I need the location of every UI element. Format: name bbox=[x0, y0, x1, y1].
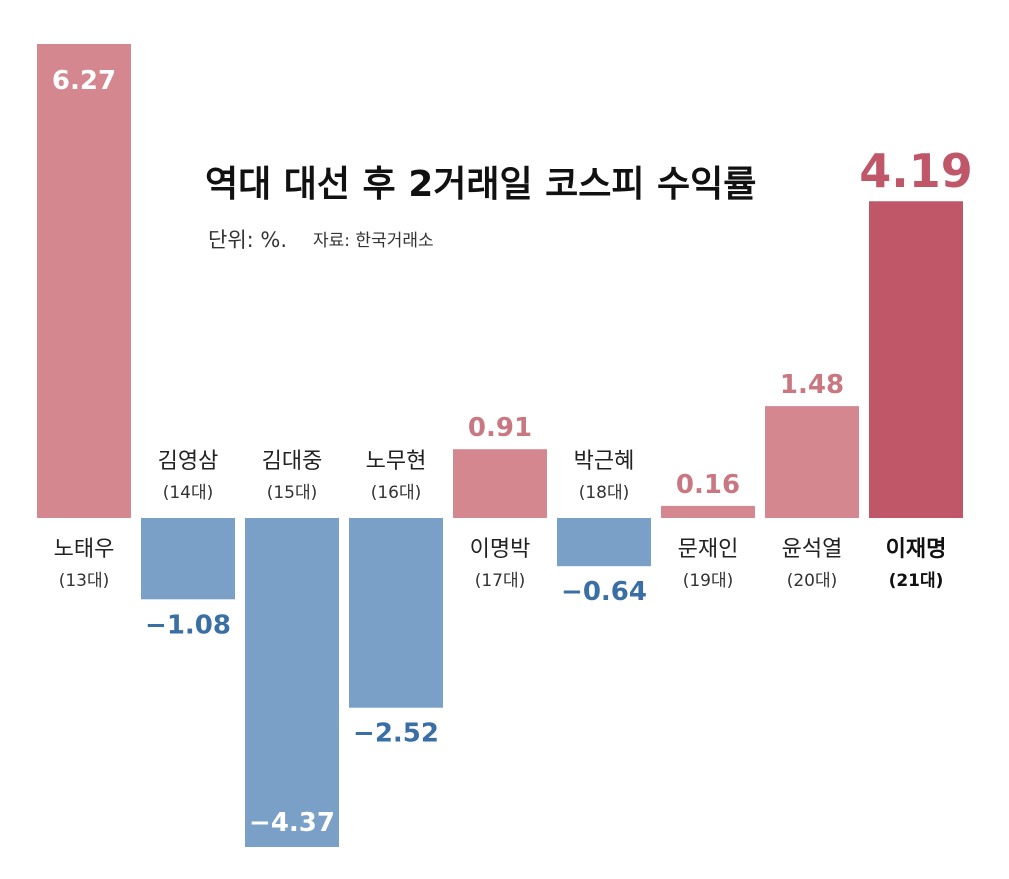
term-label-2: (15대) bbox=[267, 483, 318, 503]
category-label-0: 노태우 bbox=[54, 537, 115, 562]
term-label-6: (19대) bbox=[683, 571, 734, 591]
value-label-6: 0.16 bbox=[676, 470, 740, 500]
category-label-3: 노무현 bbox=[366, 449, 427, 474]
value-label-5: −0.64 bbox=[561, 577, 647, 607]
bars-layer: 6.27 노태우 (13대) −1.08 김영삼 (14대) −4.37 김대중 (15대) −2… bbox=[37, 44, 973, 847]
term-label-4: (17대) bbox=[475, 571, 526, 591]
value-label-2: −4.37 bbox=[249, 808, 335, 838]
bar-3 bbox=[349, 518, 443, 708]
bar-1 bbox=[141, 518, 235, 600]
chart-title: 역대 대선 후 2거래일 코스피 수익률 bbox=[205, 164, 756, 205]
bar-0 bbox=[37, 44, 131, 518]
term-label-7: (20대) bbox=[787, 571, 838, 591]
category-label-1: 김영삼 bbox=[158, 449, 219, 474]
value-label-1: −1.08 bbox=[145, 610, 231, 640]
bar-7 bbox=[765, 406, 859, 518]
term-label-8: (21대) bbox=[889, 571, 944, 591]
bar-8 bbox=[869, 201, 963, 518]
bar-4 bbox=[453, 449, 547, 518]
value-label-3: −2.52 bbox=[353, 719, 439, 749]
term-label-1: (14대) bbox=[163, 483, 214, 503]
category-label-5: 박근혜 bbox=[574, 449, 635, 474]
category-label-8: 이재명 bbox=[886, 537, 947, 562]
chart-source: 자료: 한국거래소 bbox=[313, 231, 434, 251]
term-label-3: (16대) bbox=[371, 483, 422, 503]
value-label-7: 1.48 bbox=[780, 370, 844, 400]
bar-5 bbox=[557, 518, 651, 567]
value-label-0: 6.27 bbox=[52, 66, 116, 96]
category-label-6: 문재인 bbox=[678, 537, 739, 562]
value-label-8: 4.19 bbox=[859, 144, 973, 198]
chart-unit: 단위: %. bbox=[208, 228, 287, 252]
category-label-2: 김대중 bbox=[262, 449, 323, 474]
term-label-0: (13대) bbox=[59, 571, 110, 591]
term-label-5: (18대) bbox=[579, 483, 630, 503]
value-label-4: 0.91 bbox=[468, 413, 532, 443]
bar-2 bbox=[245, 518, 339, 847]
bar-6 bbox=[661, 505, 755, 518]
category-label-4: 이명박 bbox=[470, 537, 531, 562]
category-label-7: 윤석열 bbox=[782, 537, 843, 562]
